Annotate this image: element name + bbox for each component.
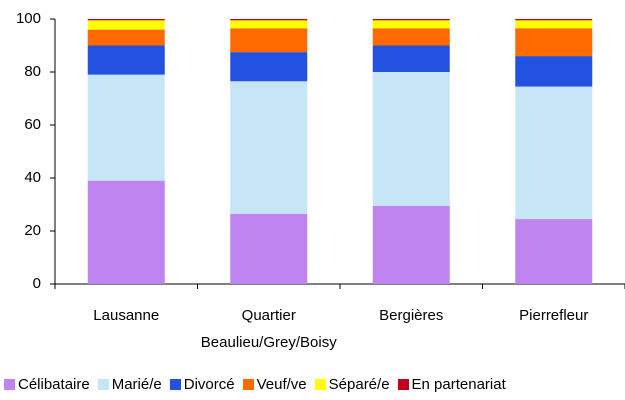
legend-label: Veuf/ve (256, 376, 307, 393)
y-tick-label: 20 (24, 222, 41, 239)
y-tick-label: 80 (24, 63, 41, 80)
bar-segment (515, 28, 593, 57)
bar-segment (372, 20, 450, 29)
bar-segment (372, 72, 450, 206)
bar-segment (87, 20, 165, 30)
x-tick-label-box: Lausanne (93, 307, 160, 324)
x-tick-label-box: Quartier Beaulieu/Grey/Boisy (200, 307, 337, 351)
x-tick-label: Pierrefleur (519, 307, 589, 324)
bar-segment (515, 86, 593, 220)
legend-label: Marié/e (111, 376, 162, 393)
plot: 0 20 40 60 80 100 Lausanne Quartier Beaulieu/Gr… (16, 10, 625, 351)
x-tick-label: Lausanne (93, 307, 160, 324)
bar-segment (230, 213, 308, 284)
legend-swatch (97, 379, 109, 390)
legend: Célibataire Marié/e Divorcé Veuf/ve Séparé/e… (4, 376, 506, 393)
legend-item: Divorcé (169, 376, 235, 393)
x-tick-label: Bergières (379, 307, 444, 324)
bar-segment (87, 74, 165, 181)
y-tick-label: 40 (24, 169, 41, 186)
y-tick-label: 60 (24, 116, 41, 133)
bar-segment (230, 28, 308, 53)
legend-swatch (314, 379, 326, 390)
legend-swatch (397, 379, 409, 390)
x-tick-label-box: Pierrefleur (519, 307, 589, 324)
bar-segment (372, 19, 450, 21)
bar-segment (230, 52, 308, 82)
bar-segment (230, 20, 308, 29)
legend-swatch (4, 379, 15, 390)
bar-segment (515, 219, 593, 284)
legend-item: En partenariat (397, 376, 506, 393)
bar-segment (515, 20, 593, 29)
bar-segment (230, 19, 308, 21)
legend-label: Célibataire (18, 376, 90, 393)
bar-segment (87, 29, 165, 46)
bar-segment (87, 45, 165, 75)
legend-swatch (169, 379, 181, 390)
bar-segment (372, 205, 450, 284)
legend-item: Séparé/e (314, 376, 390, 393)
y-tick-label: 100 (16, 10, 41, 27)
y-tick-label: 0 (33, 275, 41, 292)
bar-segment (87, 19, 165, 21)
legend-label: En partenariat (411, 376, 506, 393)
legend-item: Marié/e (97, 376, 162, 393)
bar-segment (515, 19, 593, 21)
bar-segment (87, 180, 165, 284)
bar-segment (515, 56, 593, 87)
legend-label: Divorcé (183, 376, 235, 393)
x-tick-label-box: Bergières (379, 307, 444, 324)
legend-label: Séparé/e (328, 376, 390, 393)
bar-segment (372, 45, 450, 72)
x-tick-label: Quartier Beaulieu/Grey/Boisy (200, 307, 337, 351)
legend-swatch (242, 379, 254, 390)
bar-segment (372, 28, 450, 46)
legend-item: Veuf/ve (242, 376, 307, 393)
bar-segment (230, 81, 308, 214)
legend-item: Célibataire (4, 376, 90, 393)
